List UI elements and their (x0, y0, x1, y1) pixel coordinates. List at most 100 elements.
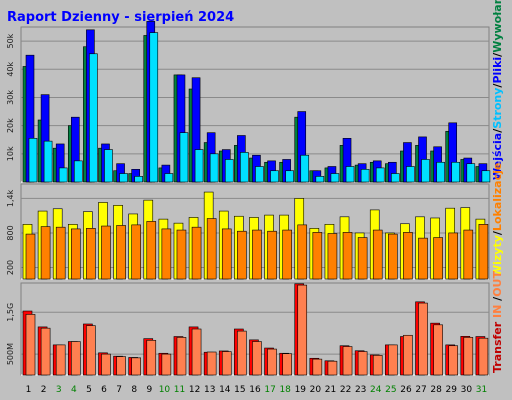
bar-pages-strony-day-1 (28, 138, 38, 183)
bar-pages-strony-day-9 (149, 32, 159, 183)
x-tick-label-day-16: 16 (249, 385, 261, 395)
bar-visits-lokalizacje-day-12 (191, 226, 202, 280)
bar-transfer-in-out-day-31 (478, 337, 489, 376)
bar-visits-lokalizacje-day-8 (131, 224, 141, 280)
x-tick-label-day-13: 13 (204, 385, 215, 395)
bar-pages-strony-day-30 (466, 163, 476, 183)
bar-pages-strony-day-12 (194, 149, 204, 183)
x-tick-label-day-12: 12 (189, 385, 200, 395)
bar-transfer-in-out-day-2 (40, 327, 51, 376)
bar-pages-strony-day-14 (224, 159, 234, 183)
x-tick-label-day-5: 5 (86, 385, 92, 395)
bar-pages-strony-day-26 (406, 166, 415, 183)
legend-part: / (491, 128, 504, 133)
x-tick-label-day-26: 26 (400, 385, 412, 395)
bar-pages-strony-day-17 (270, 170, 279, 183)
bar-pages-strony-day-19 (300, 154, 310, 183)
bar-transfer-in-out-day-23 (357, 351, 368, 376)
y-tick-label: 50k (6, 33, 15, 48)
bar-visits-lokalizacje-day-3 (55, 226, 66, 280)
legend-part: OUT (491, 271, 504, 297)
bar-transfer-in-out-day-28 (433, 324, 443, 376)
bar-transfer-in-out-day-30 (463, 337, 474, 376)
panel-legend-transfer: Transfer IN /OUT (491, 271, 504, 373)
bar-visits-lokalizacje-day-23 (357, 237, 368, 280)
bar-visits-lokalizacje-day-29 (448, 232, 459, 280)
bar-transfer-in-out-day-26 (403, 334, 413, 376)
bar-pages-strony-day-6 (104, 149, 113, 183)
x-tick-label-day-25: 25 (385, 385, 396, 395)
legend-part: / (491, 83, 504, 88)
page-title: Raport Dzienny - sierpień 2024 (7, 10, 234, 25)
bar-pages-strony-day-23 (360, 169, 370, 183)
legend-part: Strony (491, 88, 504, 129)
bar-transfer-in-out-day-18 (282, 353, 292, 376)
bar-visits-lokalizacje-day-18 (282, 229, 292, 280)
bar-transfer-in-out-day-5 (86, 325, 96, 376)
legend-part: Wywołania (491, 0, 504, 53)
bar-visits-lokalizacje-day-26 (403, 232, 413, 280)
bar-pages-strony-day-22 (345, 166, 355, 183)
legend-part: Wizyty (491, 235, 504, 277)
bar-visits-lokalizacje-day-25 (388, 233, 398, 280)
bar-transfer-in-out-day-7 (116, 356, 126, 376)
bar-transfer-in-out-day-9 (146, 339, 157, 376)
x-tick-label-day-2: 2 (41, 385, 47, 395)
bar-visits-lokalizacje-day-17 (267, 230, 277, 280)
bar-transfer-in-out-day-17 (267, 348, 277, 376)
bar-pages-strony-day-15 (240, 152, 249, 183)
x-tick-label-day-8: 8 (131, 385, 137, 395)
bar-visits-lokalizacje-day-14 (221, 228, 232, 280)
x-tick-label-day-23: 23 (355, 385, 366, 395)
bar-visits-lokalizacje-day-22 (342, 232, 353, 280)
bar-transfer-in-out-day-20 (312, 358, 323, 376)
x-tick-label-day-7: 7 (116, 385, 122, 395)
bar-visits-lokalizacje-day-11 (176, 229, 187, 280)
bar-transfer-in-out-day-14 (221, 351, 232, 376)
bar-pages-strony-day-16 (255, 166, 264, 183)
x-tick-label-day-22: 22 (340, 385, 351, 395)
x-tick-label-day-29: 29 (446, 385, 458, 395)
x-tick-label-day-19: 19 (295, 385, 307, 395)
bar-transfer-in-out-day-6 (101, 353, 111, 376)
y-tick-label: 1,5G (6, 303, 15, 322)
legend-part: / (491, 52, 504, 57)
bar-pages-strony-day-18 (285, 170, 294, 183)
bar-pages-strony-day-4 (73, 160, 83, 183)
bar-transfer-in-out-day-29 (448, 345, 459, 376)
bar-visits-lokalizacje-day-15 (237, 230, 247, 280)
bar-pages-strony-day-29 (451, 161, 461, 183)
legend-part: Transfer (491, 321, 504, 373)
bar-pages-strony-day-3 (58, 167, 68, 183)
bar-visits-lokalizacje-day-1 (25, 233, 36, 280)
bar-transfer-in-out-day-21 (327, 360, 338, 376)
x-tick-label-day-21: 21 (325, 385, 336, 395)
bar-transfer-in-out-day-16 (252, 341, 262, 376)
bar-pages-strony-day-13 (209, 153, 219, 183)
y-tick-label: 20k (6, 118, 15, 133)
x-tick-label-day-9: 9 (146, 385, 152, 395)
bar-pages-strony-day-7 (119, 173, 128, 183)
bar-pages-strony-day-20 (315, 176, 325, 183)
bar-pages-strony-day-27 (421, 159, 430, 183)
bar-pages-strony-day-21 (330, 173, 340, 183)
x-tick-label-day-18: 18 (279, 385, 291, 395)
legend-part: / (491, 230, 504, 235)
chart-panels: 10k20k30k40k50kWejścia/Strony/Pliki/Wywo… (6, 0, 504, 376)
bar-pages-strony-day-2 (43, 140, 53, 183)
bar-visits-lokalizacje-day-20 (312, 232, 323, 280)
bar-visits-lokalizacje-day-24 (372, 229, 383, 280)
bar-visits-lokalizacje-day-2 (40, 226, 51, 280)
legend-part: Wejścia (491, 133, 504, 180)
x-tick-label-day-28: 28 (430, 385, 442, 395)
bar-pages-strony-day-8 (134, 176, 143, 183)
x-tick-label-day-11: 11 (174, 385, 185, 395)
bar-transfer-in-out-day-3 (55, 344, 66, 376)
panel-legend-pages: Wejścia/Strony/Pliki/Wywołania (491, 0, 504, 180)
panel-pages: 10k20k30k40k50kWejścia/Strony/Pliki/Wywo… (6, 0, 504, 183)
x-tick-label-day-31: 31 (476, 385, 487, 395)
bar-pages-strony-day-5 (89, 53, 98, 183)
bar-pages-strony-day-11 (179, 132, 189, 183)
x-tick-label-day-10: 10 (159, 385, 171, 395)
bar-transfer-in-out-day-10 (161, 353, 172, 376)
